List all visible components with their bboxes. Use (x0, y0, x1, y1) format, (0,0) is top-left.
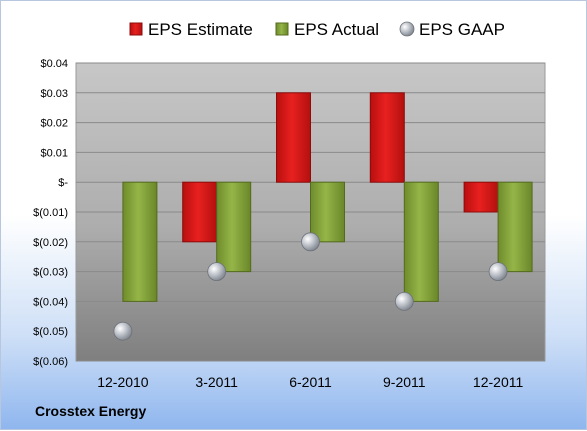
eps-gaap-marker (113, 321, 133, 341)
eps-actual-bar (497, 181, 533, 273)
legend: EPS Estimate EPS Actual EPS GAAP (129, 20, 505, 39)
x-axis-labels: 12-2010 3-2011 6-2011 9-2011 12-2011 (97, 374, 523, 390)
legend-swatch-eps-actual (275, 22, 289, 36)
y-tick-label: $(0.05) (33, 326, 68, 338)
eps-actual-bar (310, 181, 345, 243)
legend-label: EPS Estimate (148, 20, 253, 39)
y-tick-label: $0.04 (40, 58, 68, 70)
y-tick-label: $0.03 (40, 88, 68, 100)
y-tick-label: $(0.01) (33, 207, 68, 219)
eps-actual-bar (403, 181, 439, 302)
bars (122, 92, 533, 302)
legend-label: EPS Actual (294, 20, 379, 39)
eps-gaap-marker (394, 291, 414, 311)
legend-swatch-eps-estimate (129, 22, 143, 36)
y-tick-label: $0.01 (40, 147, 68, 159)
eps-gaap-marker (301, 232, 320, 252)
x-tick-label: 9-2011 (383, 374, 426, 390)
eps-actual-bar (122, 181, 158, 302)
y-tick-label: $(0.06) (33, 356, 68, 368)
eps-estimate-bar (463, 181, 499, 213)
y-tick-label: $(0.02) (33, 237, 68, 249)
x-tick-label: 12-2011 (473, 374, 524, 390)
x-tick-label: 12-2010 (97, 374, 149, 390)
eps-estimate-bar (369, 92, 405, 183)
y-axis-ticks: $0.04 $0.03 $0.02 $0.01 $- $(0.01) $(0.02) $(0.… (33, 58, 68, 368)
company-name: Crosstex Energy (35, 403, 147, 419)
y-tick-label: $0.02 (40, 118, 68, 130)
eps-estimate-bar (276, 92, 311, 183)
legend-swatch-eps-gaap (399, 21, 415, 37)
y-tick-label: $- (58, 177, 68, 189)
y-tick-label: $(0.04) (33, 296, 68, 308)
eps-gaap-marker (207, 262, 227, 282)
gaap-markers (113, 232, 508, 341)
x-tick-label: 6-2011 (289, 374, 332, 390)
x-tick-label: 3-2011 (195, 374, 238, 390)
eps-estimate-bar (182, 181, 218, 243)
eps-gaap-marker (488, 262, 508, 282)
y-tick-label: $(0.03) (33, 267, 68, 279)
legend-label: EPS GAAP (419, 20, 505, 39)
eps-actual-bar (216, 181, 252, 273)
